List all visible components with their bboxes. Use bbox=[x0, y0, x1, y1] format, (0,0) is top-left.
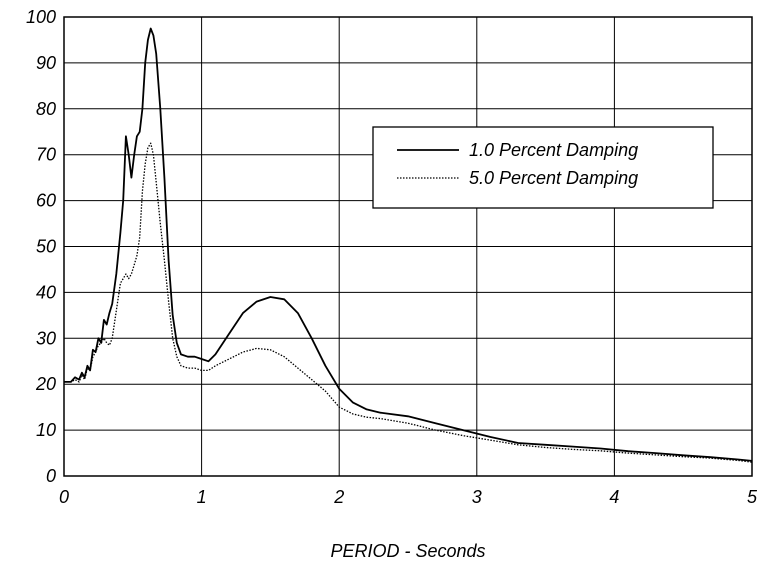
x-tick-labels: 0 1 2 3 4 5 bbox=[59, 487, 757, 507]
y-tick-label: 30 bbox=[36, 328, 56, 348]
y-tick-label: 0 bbox=[46, 466, 56, 486]
y-tick-label: 20 bbox=[35, 374, 56, 394]
x-tick-label: 2 bbox=[333, 487, 344, 507]
y-tick-label: 80 bbox=[36, 99, 56, 119]
y-tick-labels: 0 10 20 30 40 50 60 70 80 90 100 bbox=[26, 7, 56, 486]
y-tick-label: 40 bbox=[36, 282, 56, 302]
y-tick-label: 10 bbox=[36, 420, 56, 440]
x-tick-label: 1 bbox=[197, 487, 207, 507]
x-tick-label: 5 bbox=[747, 487, 757, 507]
legend: 1.0 Percent Damping 5.0 Percent Damping bbox=[372, 126, 714, 209]
x-axis-title: PERIOD - Seconds bbox=[330, 541, 485, 561]
y-tick-label: 90 bbox=[36, 53, 56, 73]
x-tick-label: 4 bbox=[609, 487, 619, 507]
y-tick-label: 70 bbox=[36, 145, 56, 165]
legend-entries: 1.0 Percent Damping 5.0 Percent Damping bbox=[397, 140, 638, 188]
series-layer bbox=[64, 27, 753, 463]
series-line-1 bbox=[64, 27, 753, 462]
legend-box bbox=[372, 126, 714, 209]
x-tick-label: 3 bbox=[472, 487, 482, 507]
legend-label-2: 5.0 Percent Damping bbox=[469, 168, 638, 188]
y-tick-label: 100 bbox=[26, 7, 56, 27]
y-tick-label: 60 bbox=[36, 191, 56, 211]
plot-frame bbox=[63, 16, 753, 477]
legend-label-1: 1.0 Percent Damping bbox=[469, 140, 638, 160]
x-tick-label: 0 bbox=[59, 487, 69, 507]
series-line-2 bbox=[64, 142, 753, 463]
y-tick-label: 50 bbox=[36, 237, 56, 257]
